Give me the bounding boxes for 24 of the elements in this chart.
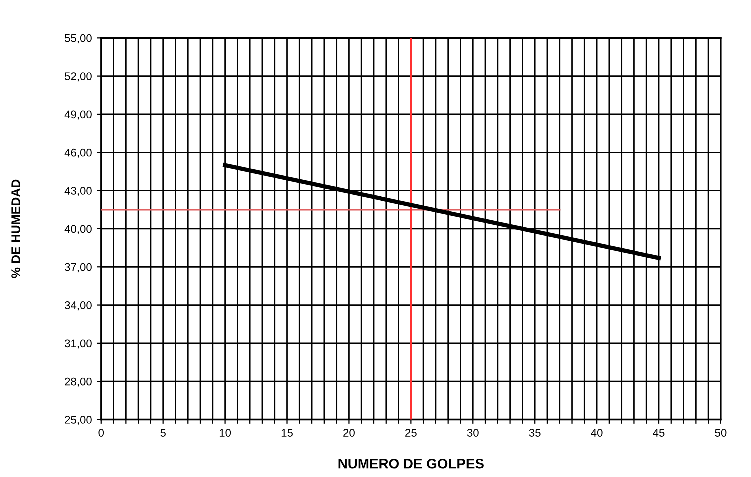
x-tick-label: 45	[653, 429, 665, 437]
y-tick-label: 31,00	[64, 340, 92, 349]
x-axis-title: NUMERO DE GOLPES	[338, 458, 484, 469]
x-tick-label: 15	[282, 429, 293, 437]
y-tick-label: 49,00	[64, 110, 92, 120]
y-tick-label: 28,00	[65, 378, 92, 388]
x-tick-label: 35	[529, 429, 541, 437]
y-tick-label: 55,00	[65, 34, 92, 44]
x-tick-label: 30	[467, 429, 479, 437]
y-axis-title: % DE HUMEDAD	[12, 180, 20, 278]
y-tick-label: 40,00	[64, 225, 92, 234]
y-tick-label: 37,00	[64, 263, 92, 273]
x-tick-label: 5	[160, 429, 166, 437]
y-tick-label: 25,00	[65, 416, 92, 426]
x-tick-label: 0	[98, 429, 104, 437]
y-tick-label: 46,00	[64, 148, 92, 158]
x-tick-label: 25	[406, 429, 417, 437]
y-tick-label: 34,00	[64, 302, 92, 311]
x-tick-label: 40	[591, 429, 603, 437]
y-tick-label: 43,00	[64, 187, 92, 196]
x-tick-label: 10	[220, 429, 232, 437]
x-tick-label: 20	[344, 429, 355, 437]
x-tick-label: 50	[715, 429, 727, 437]
y-tick-label: 52,00	[65, 72, 92, 82]
